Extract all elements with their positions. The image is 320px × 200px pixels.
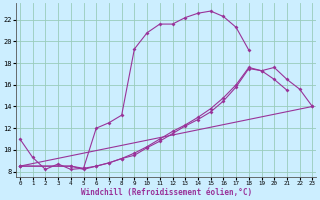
X-axis label: Windchill (Refroidissement éolien,°C): Windchill (Refroidissement éolien,°C): [81, 188, 252, 197]
